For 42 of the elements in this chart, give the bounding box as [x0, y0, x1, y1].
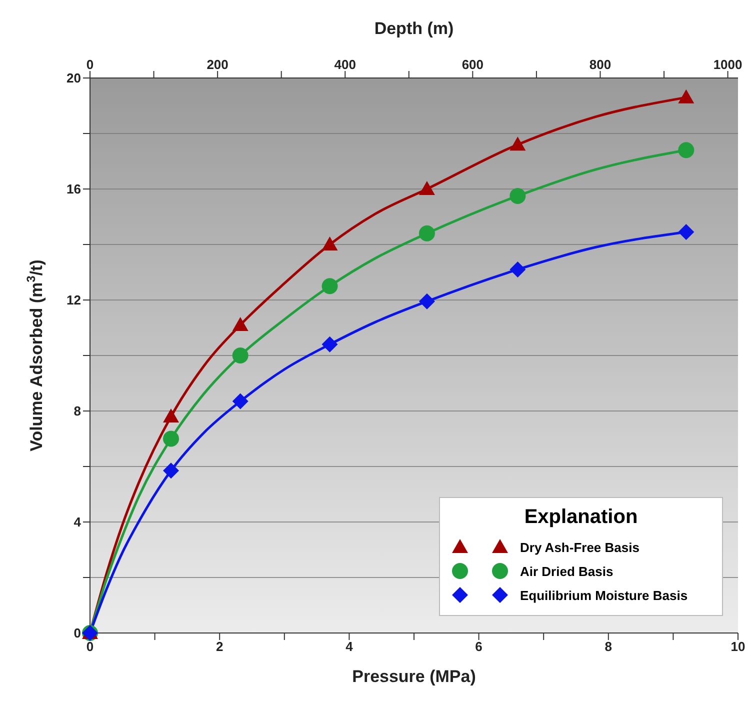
point	[418, 181, 435, 195]
point	[678, 89, 694, 104]
y-tick-label: 0	[74, 626, 81, 641]
y-tick-label: 12	[66, 292, 81, 308]
x2-axis-title: Depth (m)	[374, 19, 454, 38]
x-tick-label: 2	[216, 639, 224, 654]
x-tick-label: 10	[730, 639, 746, 654]
point	[322, 278, 338, 294]
x-axis-title: Pressure (MPa)	[352, 667, 476, 686]
y-tick-label: 8	[74, 404, 81, 419]
point	[232, 348, 248, 364]
x2-tick-label: 1000	[713, 57, 742, 72]
point	[163, 408, 179, 423]
legend-title: Explanation	[523, 506, 639, 529]
x2-tick-label: 800	[589, 57, 612, 72]
legend-label: Air Dried Basis	[520, 564, 614, 578]
point	[322, 236, 338, 250]
point	[232, 393, 248, 410]
point	[678, 224, 694, 240]
point	[418, 293, 435, 310]
x2-tick-label: 400	[334, 57, 356, 72]
x-tick-label: 6	[475, 639, 482, 654]
point	[510, 136, 526, 151]
point	[510, 188, 526, 204]
y-tick-label: 20	[66, 70, 81, 86]
x2-tick-label: 200	[206, 57, 228, 72]
point	[232, 316, 248, 331]
legend-label: Equilibrium Moisture Basis	[520, 588, 688, 602]
y-tick-label: 4	[74, 514, 82, 530]
point	[418, 225, 435, 242]
legend-label: Dry Ash-Free Basis	[520, 540, 640, 554]
x2-tick-label: 0	[86, 57, 94, 72]
x-tick-label: 4	[346, 639, 354, 654]
y-tick-label: 16	[66, 182, 81, 197]
point	[163, 430, 179, 447]
point	[163, 462, 179, 479]
point	[678, 142, 694, 158]
point	[322, 336, 338, 352]
x-tick-label: 0	[86, 639, 94, 654]
x2-tick-label: 600	[462, 57, 484, 72]
x-tick-label: 8	[604, 639, 612, 654]
point	[510, 261, 526, 278]
